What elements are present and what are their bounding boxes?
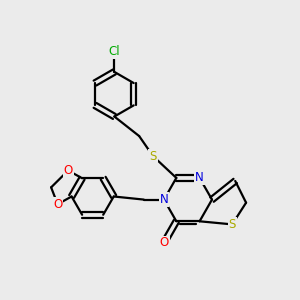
Text: O: O [64,164,73,177]
Text: O: O [53,198,62,211]
Text: S: S [228,218,236,231]
Text: N: N [160,193,168,206]
Text: N: N [195,171,204,184]
Text: S: S [149,150,157,163]
Text: O: O [159,236,169,250]
Text: Cl: Cl [109,45,120,58]
